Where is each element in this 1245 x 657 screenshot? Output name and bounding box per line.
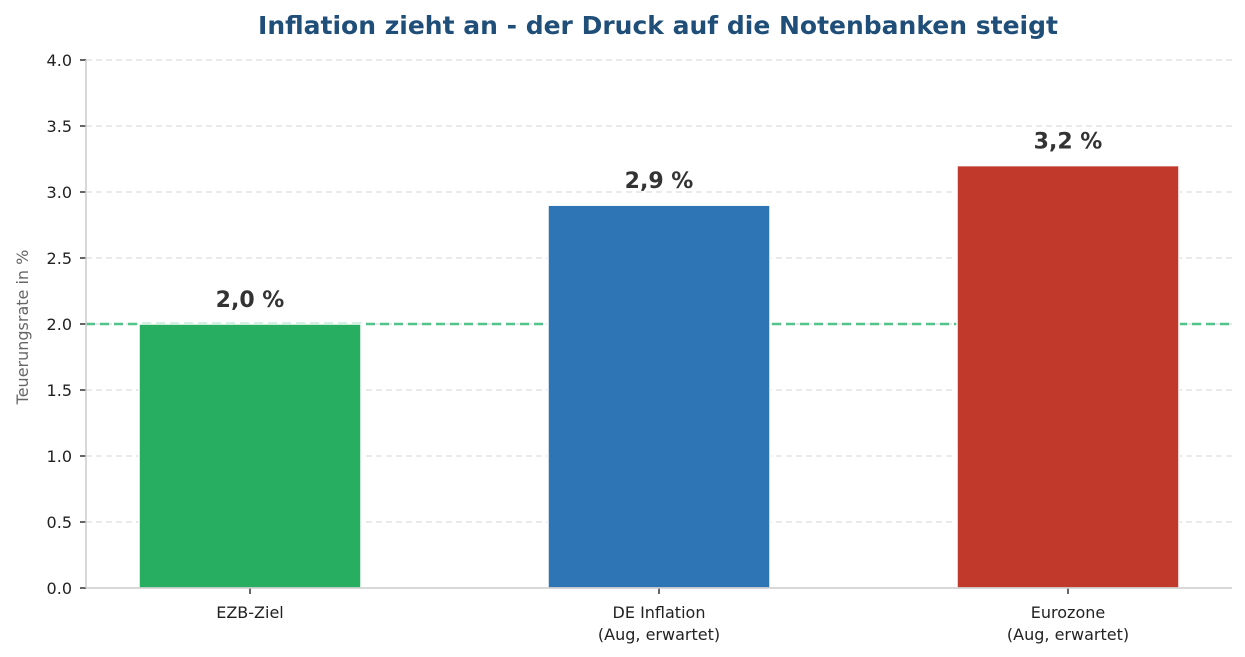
y-tick-label: 2.5 [47,249,72,268]
x-tick-label: Eurozone [1031,603,1105,622]
y-axis-label: Teuerungsrate in % [13,250,32,406]
chart-title: Inflation zieht an - der Druck auf die N… [258,11,1058,40]
bar [547,204,771,589]
bars [138,164,1180,589]
x-tick-label: (Aug, erwartet) [1007,625,1129,644]
bar [138,323,362,589]
y-tick-label: 1.5 [47,381,72,400]
x-tick-label: EZB-Ziel [216,603,284,622]
y-tick-label: 2.0 [47,315,72,334]
labels: 0.0 0.5 1.0 1.5 2.0 2.5 3.0 3.5 4.0 2,0 % EZB-Ziel… [47,51,1130,644]
x-tick-label: (Aug, erwartet) [598,625,720,644]
data-label: 3,2 % [1034,130,1103,155]
x-tick-label: DE Inflation [613,603,706,622]
y-tick-label: 3.5 [47,117,72,136]
axes [80,59,1232,594]
y-tick-label: 0.5 [47,513,72,532]
y-tick-label: 3.0 [47,183,72,202]
data-label: 2,9 % [625,169,694,194]
y-tick-label: 1.0 [47,447,72,466]
y-tick-label: 4.0 [47,51,72,70]
y-tick-label: 0.0 [47,579,72,598]
bar [956,164,1180,589]
data-label: 2,0 % [216,288,285,313]
